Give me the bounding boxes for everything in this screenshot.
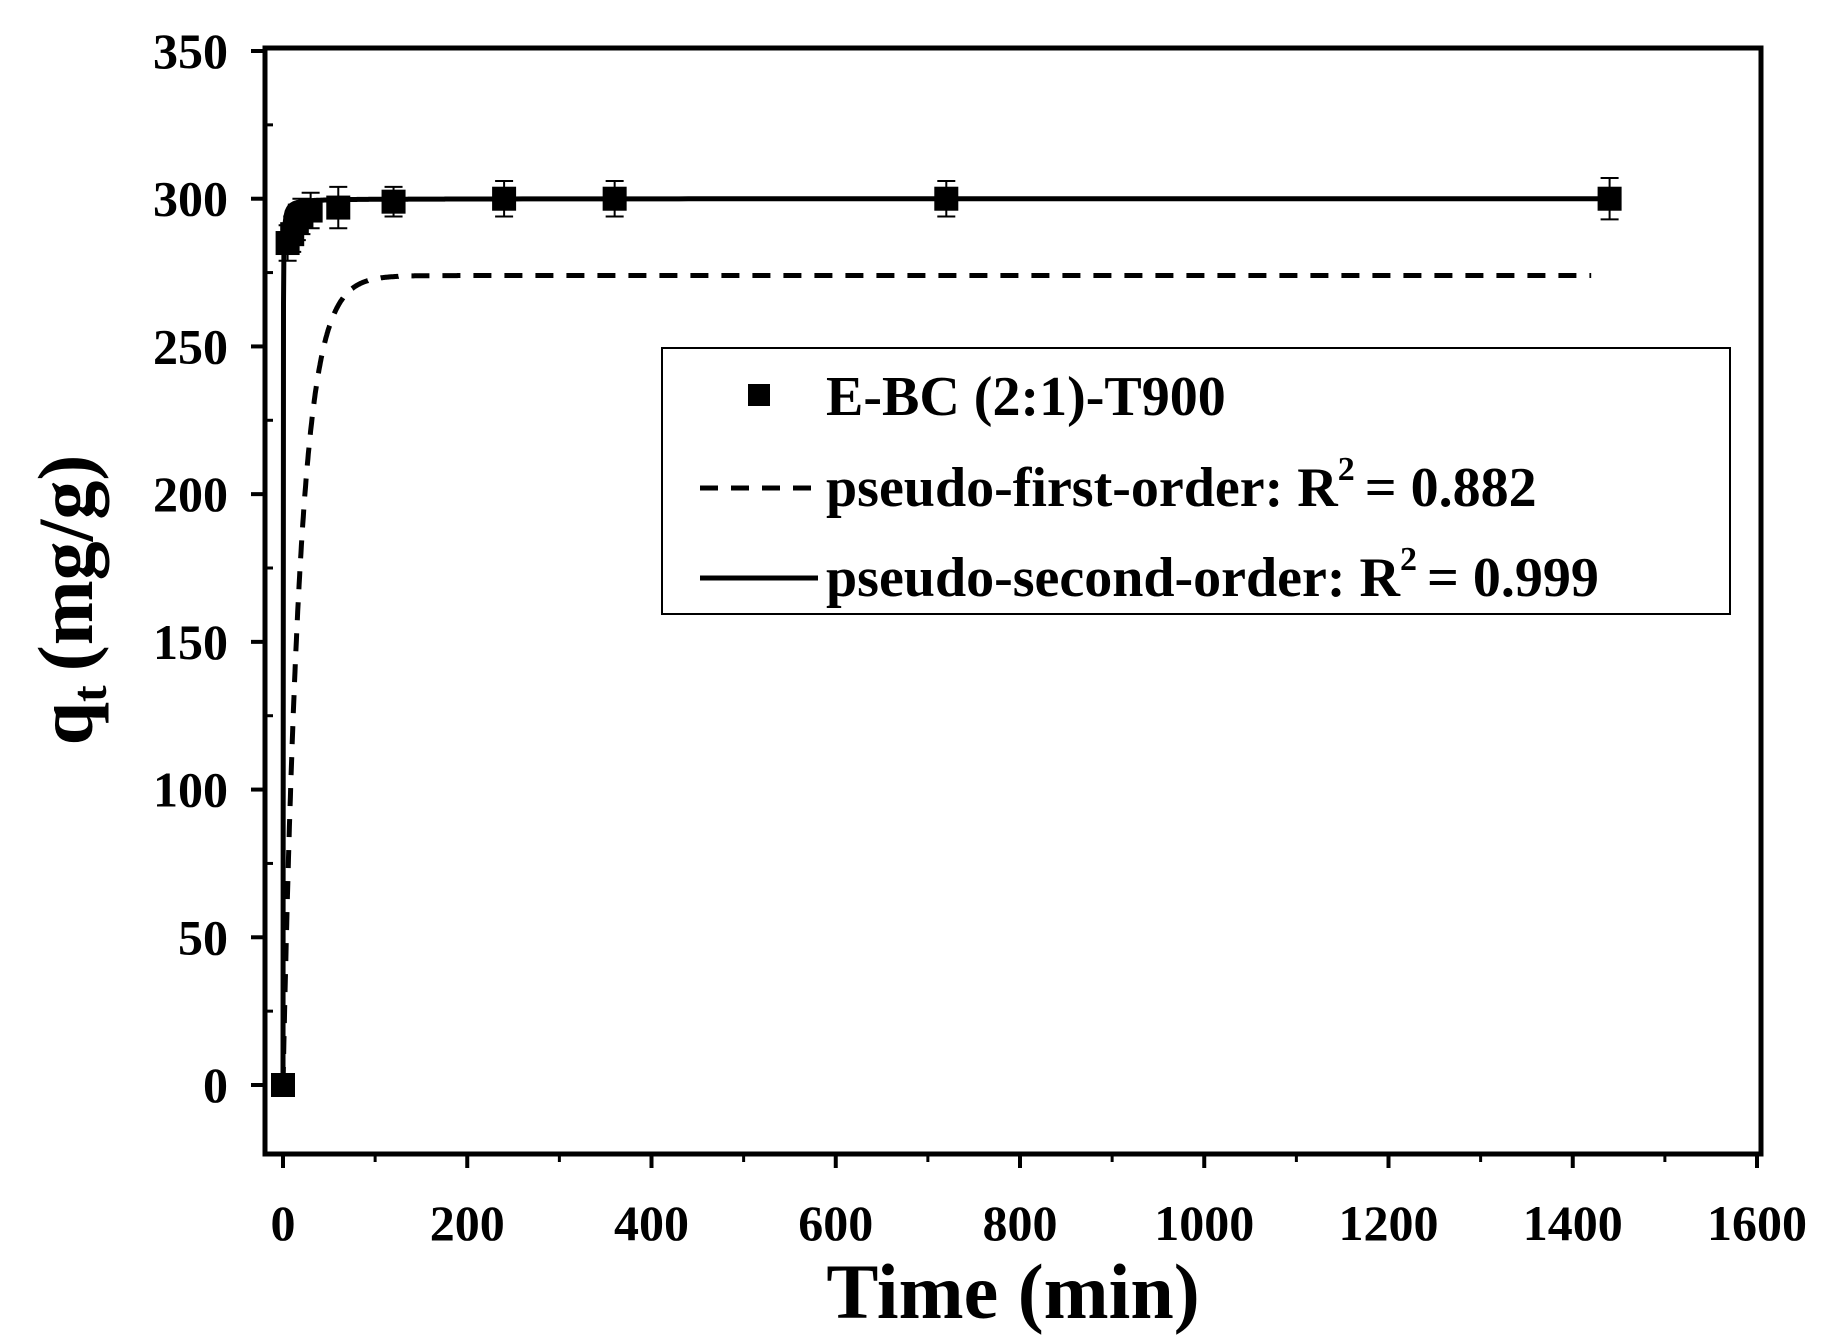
axis-ticks	[251, 49, 1759, 1168]
y-tick-label: 300	[153, 171, 228, 227]
legend-marker-square	[748, 384, 770, 406]
svg-text:qt(mg/g): qt (mg/g)	[22, 455, 117, 746]
legend: E-BC (2:1)-T900 pseudo-first-order: R2 = …	[661, 347, 1731, 615]
x-tick-label: 200	[430, 1195, 505, 1251]
data-point	[602, 186, 627, 211]
data-point	[934, 186, 959, 211]
x-tick-label: 1600	[1707, 1195, 1807, 1251]
legend-pso-name: pseudo-second-order: R	[826, 547, 1401, 609]
plot-frame	[262, 45, 1764, 1157]
pso-fit-curve	[280, 196, 1610, 1086]
legend-label-data: E-BC (2:1)-T900	[826, 366, 1226, 428]
legend-label-pfo: pseudo-first-order: R2 = 0.882	[826, 451, 1537, 519]
y-tick-label: 100	[153, 762, 228, 818]
legend-box	[661, 347, 1731, 615]
data-point	[326, 195, 351, 220]
y-axis-title-main: q	[22, 702, 109, 745]
data-point	[492, 186, 517, 211]
legend-label-pso: pseudo-second-order: R2 = 0.999	[826, 541, 1599, 609]
legend-pfo-sup: 2	[1338, 451, 1355, 488]
x-tick-label: 1000	[1154, 1195, 1254, 1251]
y-tick-label: 50	[178, 909, 228, 965]
x-tick-label: 1200	[1339, 1195, 1439, 1251]
tick-labels: 0 200 400 600 800 1000 1200 1400 1600 0 50 100 150 20…	[153, 23, 1807, 1251]
pfo-fit-curve	[280, 273, 1592, 1086]
y-tick-label: 250	[153, 318, 228, 374]
x-tick-label: 400	[614, 1195, 689, 1251]
data-point	[271, 1073, 295, 1097]
y-tick-label: 200	[153, 466, 228, 522]
data-point	[1597, 186, 1622, 211]
x-tick-label: 600	[798, 1195, 873, 1251]
series-layer	[271, 177, 1622, 1097]
y-axis-title: qt (mg/g)	[22, 455, 117, 746]
legend-pfo-name: pseudo-first-order: R	[826, 457, 1338, 519]
x-tick-label: 0	[271, 1195, 296, 1251]
x-tick-label: 800	[983, 1195, 1058, 1251]
legend-pso-sup: 2	[1400, 541, 1417, 578]
legend-pso-value: = 0.999	[1427, 547, 1599, 609]
x-tick-label: 1400	[1523, 1195, 1623, 1251]
x-axis-title: Time (min)	[826, 1248, 1199, 1335]
y-tick-label: 0	[203, 1057, 228, 1113]
y-tick-label: 350	[153, 23, 228, 79]
y-axis-title-sub: t	[61, 685, 117, 702]
y-axis-title-unit: (mg/g)	[22, 455, 109, 672]
data-point	[381, 189, 406, 214]
y-tick-label: 150	[153, 614, 228, 670]
legend-pfo-value: = 0.882	[1365, 457, 1537, 519]
data-point	[298, 198, 323, 223]
